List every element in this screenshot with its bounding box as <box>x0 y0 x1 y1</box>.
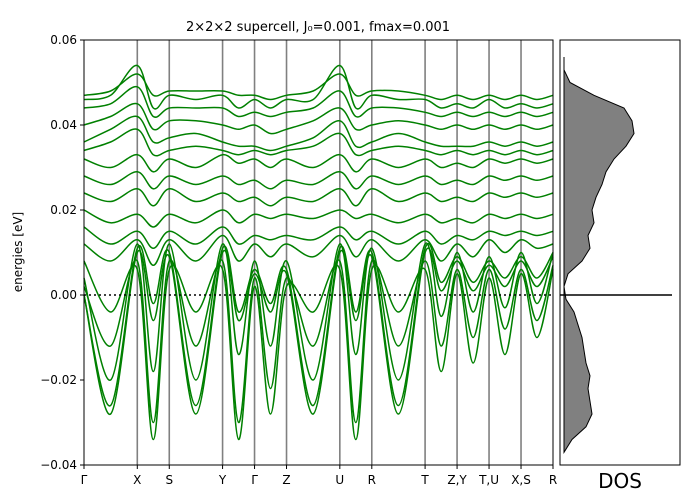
x-tick-label: S <box>165 473 173 487</box>
band-line <box>83 153 554 173</box>
band-line <box>83 115 554 152</box>
x-tick-label: Y <box>218 473 227 487</box>
dos-plot-frame <box>559 39 681 466</box>
x-tick-label: Z <box>282 473 290 487</box>
band-line <box>83 73 554 101</box>
band-plot: −0.04 −0.02 0.00 0.02 0.04 0.06 Γ X S Y Γ Z U R T Z,Y T… <box>11 33 557 487</box>
band-line <box>83 102 554 135</box>
x-tick-label: X,S <box>511 473 531 487</box>
y-axis-ticks: −0.04 −0.02 0.00 0.02 0.04 0.06 <box>40 33 84 472</box>
band-plot-frame <box>83 39 554 466</box>
x-tick-label: R <box>549 473 557 487</box>
band-line <box>83 209 554 228</box>
dos-plot: DOS <box>559 39 681 493</box>
x-tick-label: T <box>420 473 429 487</box>
band-line <box>83 64 554 110</box>
x-tick-label: Z,Y <box>447 473 467 487</box>
y-tick-label: 0.06 <box>50 33 77 47</box>
x-tick-label: Γ <box>251 473 258 487</box>
band-line <box>83 242 554 381</box>
band-line <box>83 128 554 157</box>
band-line <box>83 171 554 190</box>
x-tick-label: T,U <box>478 473 499 487</box>
band-line <box>83 86 554 118</box>
band-line <box>83 243 554 407</box>
y-tick-label: −0.02 <box>40 373 77 387</box>
x-axis-ticks: Γ X S Y Γ Z U R T Z,Y T,U X,S R <box>81 465 557 487</box>
x-tick-label: Γ <box>81 473 88 487</box>
band-line <box>83 247 554 415</box>
y-tick-label: 0.00 <box>50 288 77 302</box>
y-tick-label: 0.02 <box>50 203 77 217</box>
band-line <box>83 234 554 267</box>
band-lines <box>83 64 554 441</box>
y-tick-label: 0.04 <box>50 118 77 132</box>
band-line <box>83 226 554 250</box>
dos-axis-label: DOS <box>598 469 642 493</box>
x-tick-label: U <box>335 473 344 487</box>
y-tick-label: −0.04 <box>40 458 77 472</box>
band-line <box>83 188 554 207</box>
band-line <box>83 260 554 441</box>
y-axis-label: energies [eV] <box>11 212 25 292</box>
x-tick-label: X <box>133 473 141 487</box>
band-line <box>83 259 554 424</box>
dos-area <box>563 57 635 455</box>
chart-title: 2×2×2 supercell, J₀=0.001, fmax=0.001 <box>186 20 450 35</box>
x-tick-label: R <box>368 473 376 487</box>
